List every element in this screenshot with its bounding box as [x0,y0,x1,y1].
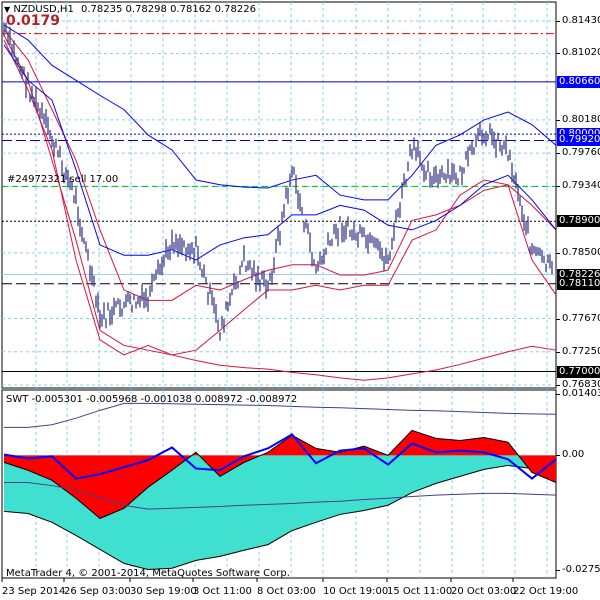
ma-lower-line [3,39,557,356]
price-tag: 0.78226 [557,268,600,281]
price-axis-label: 0.79340 [555,180,600,192]
price-axis-label: 0.76830 [555,379,600,391]
price-tag: 0.78900 [557,215,600,228]
indicator-label: SWT -0.005301 -0.005968 -0.001038 0.0089… [6,394,298,405]
chart-header: ▼ NZDUSD,H1 0.78235 0.78298 0.78162 0.78… [4,4,256,16]
price-axis-label: 0.77250 [555,346,600,358]
time-axis-label: 10 Oct 19:00 [323,586,389,597]
main-panel [1,1,557,389]
price-axis-label: 0.79760 [555,147,600,159]
time-axis-label: 15 Oct 11:00 [387,586,453,597]
ma-upper-line [3,29,557,301]
time-axis-label: 26 Sep 03:00 [64,586,131,597]
ma-long-line [3,35,557,381]
time-axis-label: 23 Sep 2014 [2,586,66,597]
band-upper-line [3,24,557,201]
price-tag: 0.78110 [557,277,600,290]
lower-band-line [4,482,557,510]
upper-band-line [4,402,557,428]
order-label[interactable]: #24972321 sell 17.00 [7,174,119,185]
time-axis-label: 8 Oct 03:00 [257,586,316,597]
time-axis-label: 22 Oct 19:00 [513,586,579,597]
fast-outline [3,429,557,519]
indicator-axis-label: -0.027578 [555,564,600,576]
price-axis-label: 0.77670 [555,313,600,325]
profit-label: 0.0179 [6,13,61,29]
ohlc-label: 0.78235 0.78298 0.78162 0.78226 [81,4,256,15]
price-axis-label: 0.78500 [555,247,600,259]
price-axis-label: 0.81430 [555,15,600,27]
price-axis-label: 0.80180 [555,114,600,126]
fast-area [4,430,556,519]
price-axis-label: 0.81020 [555,47,600,59]
price-tag: 0.80660 [557,75,600,88]
symbol-label: NZDUSD,H1 [13,4,74,15]
copyright-label: MetaTrader 4, © 2001-2014, MetaQuotes So… [6,568,290,579]
triangle-down-icon[interactable]: ▼ [4,5,11,14]
indicator-axis-label: 0.014035 [556,388,600,400]
band-lower-line [3,44,557,261]
time-axis-label: 20 Oct 03:00 [451,586,517,597]
price-tag: 0.79920 [557,134,600,147]
price-tag: 0.77000 [557,365,600,378]
time-axis-label: 30 Sep 19:00 [130,586,197,597]
slow-outline [3,464,557,571]
signal-line [3,433,557,480]
time-axis-label: 3 Oct 11:00 [193,586,252,597]
indicator-axis-label: 0.00 [555,449,585,461]
